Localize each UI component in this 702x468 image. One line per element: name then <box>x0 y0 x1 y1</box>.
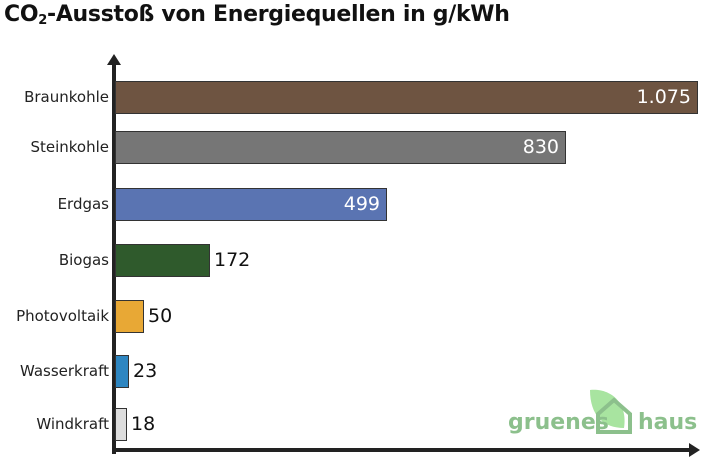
value-label: 830 <box>522 136 559 158</box>
bar-row: Wasserkraft 23 <box>0 355 702 388</box>
value-label: 499 <box>343 193 380 215</box>
x-axis-arrow-icon <box>689 443 700 457</box>
logo-text-left: gruenes <box>508 410 609 435</box>
value-label: 18 <box>131 413 156 435</box>
bar-row: Windkraft 18 <box>0 408 702 441</box>
bar: 499 <box>115 188 387 221</box>
bar <box>115 300 144 333</box>
bar-row: Photovoltaik 50 <box>0 300 702 333</box>
title-rest: -Ausstoß von Energiequellen in g/kWh <box>47 2 510 27</box>
bar: 830 <box>115 131 566 164</box>
title-subscript: 2 <box>38 13 47 28</box>
gruenes-haus-logo: gruenes haus <box>508 388 698 438</box>
category-label: Wasserkraft <box>19 362 109 380</box>
bar-row: Erdgas 499 <box>0 188 702 221</box>
category-label: Braunkohle <box>24 88 109 106</box>
value-label: 50 <box>148 305 173 327</box>
category-label: Windkraft <box>36 415 109 433</box>
value-label: 1.075 <box>636 86 691 108</box>
category-label: Biogas <box>58 251 109 269</box>
bar: 1.075 <box>115 81 698 114</box>
category-label: Photovoltaik <box>16 307 109 325</box>
bar-row: Braunkohle 1.075 <box>0 81 702 114</box>
y-axis <box>112 62 116 454</box>
bar-row: Biogas 172 <box>0 244 702 277</box>
value-label: 172 <box>214 249 251 271</box>
category-label: Erdgas <box>57 195 109 213</box>
y-axis-arrow-icon <box>107 54 121 65</box>
bar <box>115 408 127 441</box>
bar <box>115 355 129 388</box>
title-prefix: CO <box>4 2 39 27</box>
bar <box>115 244 210 277</box>
x-axis <box>112 448 692 452</box>
house-leaf-icon <box>590 389 632 434</box>
logo-text-right: haus <box>638 410 698 435</box>
chart-title: CO2-Ausstoß von Energiequellen in g/kWh <box>4 2 510 28</box>
value-label: 23 <box>133 360 158 382</box>
bar-row: Steinkohle 830 <box>0 131 702 164</box>
category-label: Steinkohle <box>30 138 109 156</box>
